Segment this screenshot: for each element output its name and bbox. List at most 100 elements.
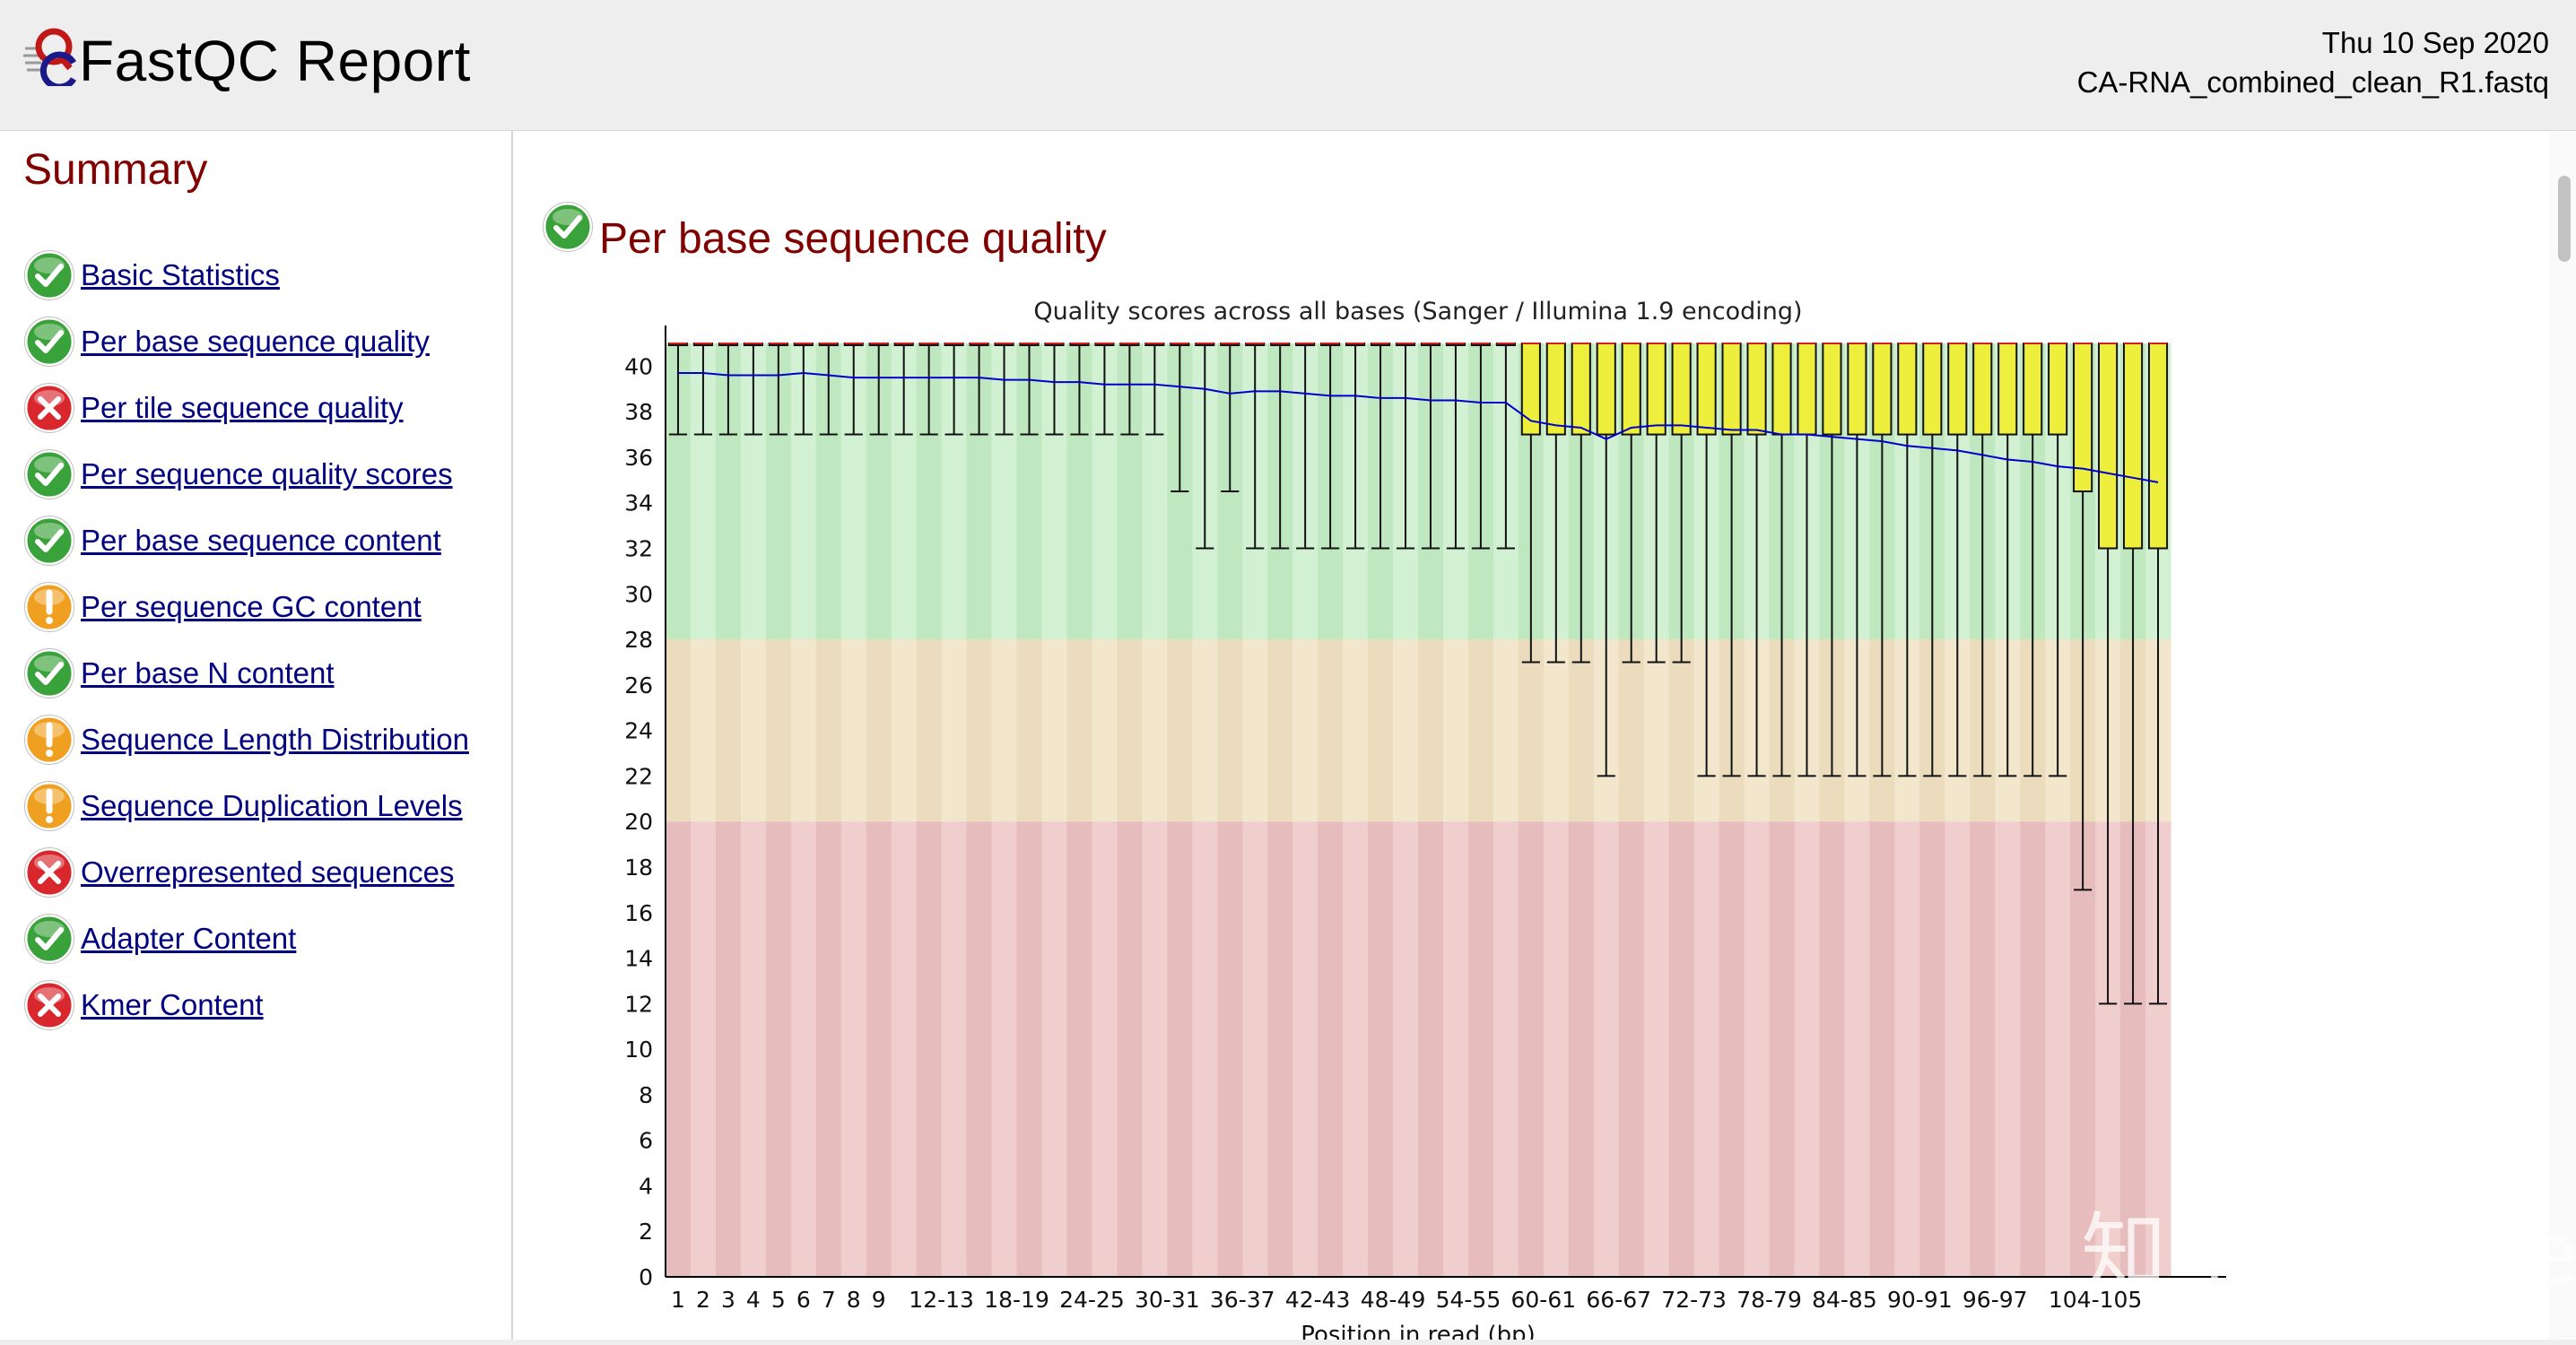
x-tick-label: 8 bbox=[847, 1287, 861, 1313]
module-item[interactable]: Per base sequence content bbox=[23, 508, 469, 574]
scrollbar-thumb[interactable] bbox=[2558, 176, 2571, 262]
quartile-box bbox=[1847, 343, 1867, 436]
section-title: Per base sequence quality bbox=[599, 215, 1107, 263]
module-link[interactable]: Per sequence GC content bbox=[81, 590, 422, 623]
module-link[interactable]: Per base sequence content bbox=[81, 524, 441, 557]
module-item[interactable]: Kmer Content bbox=[23, 972, 469, 1038]
reasonable-band bbox=[1092, 639, 1118, 822]
quartile-box bbox=[1947, 343, 1968, 436]
reasonable-band bbox=[1016, 639, 1042, 822]
pass-status-icon bbox=[24, 648, 74, 699]
poor-band bbox=[1668, 821, 1695, 1277]
poor-band bbox=[1769, 821, 1795, 1277]
x-tick-label: 6 bbox=[796, 1287, 811, 1313]
reasonable-band bbox=[866, 639, 892, 822]
quartile-box bbox=[1646, 343, 1667, 436]
pass-status-icon bbox=[543, 202, 593, 252]
poor-band bbox=[1819, 821, 1845, 1277]
x-tick-label: 48-49 bbox=[1361, 1287, 1426, 1313]
poor-band bbox=[740, 821, 767, 1277]
module-item[interactable]: Overrepresented sequences bbox=[23, 839, 469, 906]
module-link[interactable]: Sequence Duplication Levels bbox=[81, 789, 463, 822]
x-tick-label: 84-85 bbox=[1812, 1287, 1877, 1313]
report-date: Thu 10 Sep 2020 bbox=[2321, 26, 2549, 59]
y-tick-label: 26 bbox=[624, 672, 653, 699]
poor-band bbox=[1970, 821, 1996, 1277]
reasonable-band bbox=[1518, 639, 1545, 822]
module-item[interactable]: Adapter Content bbox=[23, 906, 469, 972]
reasonable-band bbox=[1242, 639, 1268, 822]
x-tick-label: 60-61 bbox=[1511, 1287, 1577, 1313]
module-item[interactable]: Per sequence quality scores bbox=[23, 441, 469, 508]
scrollbar[interactable] bbox=[2549, 131, 2576, 1345]
module-item[interactable]: Sequence Length Distribution bbox=[23, 707, 469, 773]
quartile-box bbox=[1997, 343, 2018, 436]
poor-band bbox=[1493, 821, 1519, 1277]
module-link[interactable]: Basic Statistics bbox=[81, 258, 280, 291]
poor-band bbox=[1844, 821, 1870, 1277]
reasonable-band bbox=[1343, 639, 1369, 822]
module-link[interactable]: Sequence Length Distribution bbox=[81, 723, 469, 756]
poor-band bbox=[966, 821, 993, 1277]
pass-status-icon bbox=[24, 250, 74, 300]
quartile-box bbox=[1571, 343, 1591, 436]
module-item[interactable]: Per base sequence quality bbox=[23, 308, 469, 375]
reasonable-band bbox=[740, 639, 767, 822]
module-item[interactable]: Basic Statistics bbox=[23, 242, 469, 308]
reasonable-band bbox=[1292, 639, 1318, 822]
poor-band bbox=[1292, 821, 1318, 1277]
module-link[interactable]: Per sequence quality scores bbox=[81, 457, 453, 490]
module-item[interactable]: Per tile sequence quality bbox=[23, 375, 469, 441]
module-item[interactable]: Sequence Duplication Levels bbox=[23, 773, 469, 839]
module-item[interactable]: Per sequence GC content bbox=[23, 574, 469, 640]
x-tick-label: 36-37 bbox=[1210, 1287, 1275, 1313]
poor-band bbox=[1117, 821, 1143, 1277]
chart-title: Quality scores across all bases (Sanger … bbox=[1033, 298, 1802, 325]
quartile-box bbox=[1972, 343, 1993, 436]
module-link[interactable]: Per base N content bbox=[81, 656, 335, 690]
watermark: 知乎 @Jade bbox=[2081, 1203, 2576, 1304]
x-tick-label: 2 bbox=[696, 1287, 710, 1313]
poor-band bbox=[1092, 821, 1118, 1277]
module-link[interactable]: Per base sequence quality bbox=[81, 325, 430, 358]
pass-status-icon bbox=[24, 317, 74, 367]
y-tick-label: 8 bbox=[639, 1082, 653, 1108]
poor-band bbox=[1744, 821, 1771, 1277]
module-link[interactable]: Adapter Content bbox=[81, 922, 297, 955]
report-header: FastQC Report Thu 10 Sep 2020 CA-RNA_com… bbox=[0, 0, 2576, 131]
poor-band bbox=[1142, 821, 1168, 1277]
reasonable-band bbox=[715, 639, 742, 822]
reasonable-band bbox=[966, 639, 993, 822]
reasonable-band bbox=[1217, 639, 1243, 822]
poor-band bbox=[1794, 821, 1820, 1277]
warn-status-icon bbox=[24, 715, 74, 765]
poor-band bbox=[1593, 821, 1620, 1277]
quartile-box bbox=[2098, 343, 2119, 550]
poor-band bbox=[1016, 821, 1042, 1277]
quartile-box bbox=[1797, 343, 1817, 436]
poor-band bbox=[991, 821, 1018, 1277]
module-link[interactable]: Overrepresented sequences bbox=[81, 855, 455, 889]
reasonable-band bbox=[1618, 639, 1645, 822]
module-link[interactable]: Per tile sequence quality bbox=[81, 391, 404, 424]
quality-chart: Quality scores across all bases (Sanger … bbox=[624, 298, 2226, 1345]
fail-status-icon bbox=[24, 847, 74, 898]
warn-status-icon bbox=[24, 781, 74, 831]
poor-band bbox=[1643, 821, 1670, 1277]
poor-band bbox=[1066, 821, 1092, 1277]
poor-band bbox=[2020, 821, 2046, 1277]
poor-band bbox=[690, 821, 717, 1277]
poor-band bbox=[715, 821, 742, 1277]
reasonable-band bbox=[1543, 639, 1570, 822]
quartile-box bbox=[1897, 343, 1918, 436]
poor-band bbox=[1543, 821, 1570, 1277]
x-tick-label: 12-13 bbox=[909, 1287, 974, 1313]
poor-band bbox=[1568, 821, 1595, 1277]
poor-band bbox=[1167, 821, 1193, 1277]
fail-status-icon bbox=[24, 980, 74, 1030]
quartile-box bbox=[1621, 343, 1641, 436]
module-item[interactable]: Per base N content bbox=[23, 640, 469, 707]
module-link[interactable]: Kmer Content bbox=[81, 988, 264, 1021]
poor-band bbox=[1719, 821, 1745, 1277]
y-tick-label: 12 bbox=[624, 991, 653, 1017]
